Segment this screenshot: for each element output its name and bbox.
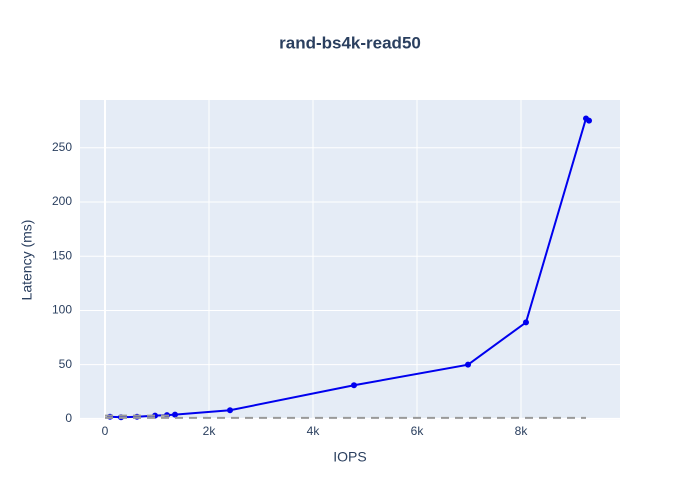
x-tick-label: 4k bbox=[307, 424, 321, 438]
data-point bbox=[586, 117, 593, 124]
x-axis-title: IOPS bbox=[333, 449, 366, 465]
y-tick-label: 50 bbox=[59, 357, 73, 371]
data-point bbox=[133, 413, 140, 420]
data-point bbox=[227, 407, 234, 414]
y-tick-label: 150 bbox=[52, 248, 72, 262]
x-tick-label: 2k bbox=[203, 424, 217, 438]
plot-area bbox=[80, 100, 620, 420]
data-point bbox=[465, 361, 472, 368]
y-tick-label: 100 bbox=[52, 303, 72, 317]
y-axis-title: Latency (ms) bbox=[19, 220, 35, 301]
grid bbox=[80, 100, 620, 420]
x-tick-label: 8k bbox=[515, 424, 529, 438]
chart-title: rand-bs4k-read50 bbox=[279, 33, 421, 52]
y-tick-label: 250 bbox=[52, 140, 72, 154]
y-tick-label: 200 bbox=[52, 194, 72, 208]
x-tick-label: 0 bbox=[102, 424, 109, 438]
data-point bbox=[350, 382, 357, 389]
marks bbox=[105, 115, 593, 421]
data-point bbox=[107, 413, 114, 420]
y-tick-label: 0 bbox=[65, 411, 72, 425]
data-point bbox=[522, 319, 529, 326]
x-tick-label: 6k bbox=[411, 424, 425, 438]
data-point bbox=[172, 411, 179, 418]
